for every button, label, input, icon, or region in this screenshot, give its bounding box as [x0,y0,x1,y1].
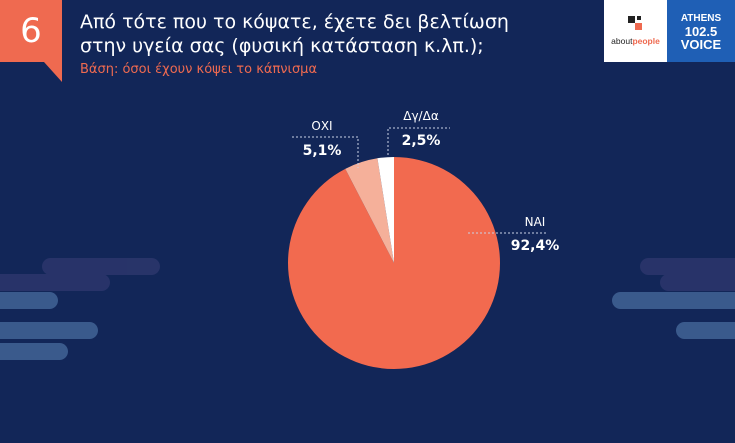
voice-line-2: 102.5 [684,23,718,39]
deco-stripe [0,274,110,291]
title-line-2: στην υγεία σας (φυσική κατάσταση κ.λπ.); [80,35,484,57]
question-number-tail [44,62,62,82]
voice-line-1: ATHENS [680,12,722,24]
deco-stripe [612,292,735,309]
athens-voice-logo: ATHENS 102.5 VOICE [667,0,735,62]
slice-label-nai: ΝΑΙ [525,215,546,229]
leader-line-dgda [387,127,450,155]
aboutpeople-logo: aboutpeople [604,0,667,62]
deco-stripe [42,258,160,275]
page-title: Από τότε που το κόψατε, έχετε δει βελτίω… [80,10,580,58]
voice-line-3: VOICE [680,36,722,52]
pie-slices [288,157,501,369]
pie-slice-ναι [288,157,501,369]
question-number-badge: 6 [0,0,62,62]
page-subtitle: Βάση: όσοι έχουν κόψει το κάπνισμα [80,62,318,77]
title-line-1: Από τότε που το κόψατε, έχετε δει βελτίω… [80,11,509,33]
deco-stripe [0,292,58,309]
aboutpeople-mark-icon [627,16,644,32]
slice-value-dgda: 2,5% [402,133,441,149]
deco-stripe [676,322,735,339]
aboutpeople-logo-text: aboutpeople [611,36,660,46]
aboutpeople-prefix: about [611,36,633,46]
slice-label-oxi: ΟΧΙ [311,119,332,133]
aboutpeople-suffix: people [632,36,660,46]
pie-slice-δγ-δα [377,157,394,263]
deco-stripe [0,322,98,339]
deco-stripe [640,258,735,275]
pie-slice-οχι [345,158,394,263]
leader-line-oxi [292,136,359,168]
deco-stripe [0,343,68,360]
slice-label-dgda: Δγ/Δα [403,109,439,123]
slice-value-oxi: 5,1% [303,143,342,159]
deco-stripe [660,274,735,291]
slice-value-nai: 92,4% [511,238,560,254]
pie-labels: ΝΑΙ 92,4% ΟΧΙ 5,1% Δγ/Δα 2,5% [292,109,559,254]
question-number: 6 [20,11,42,51]
